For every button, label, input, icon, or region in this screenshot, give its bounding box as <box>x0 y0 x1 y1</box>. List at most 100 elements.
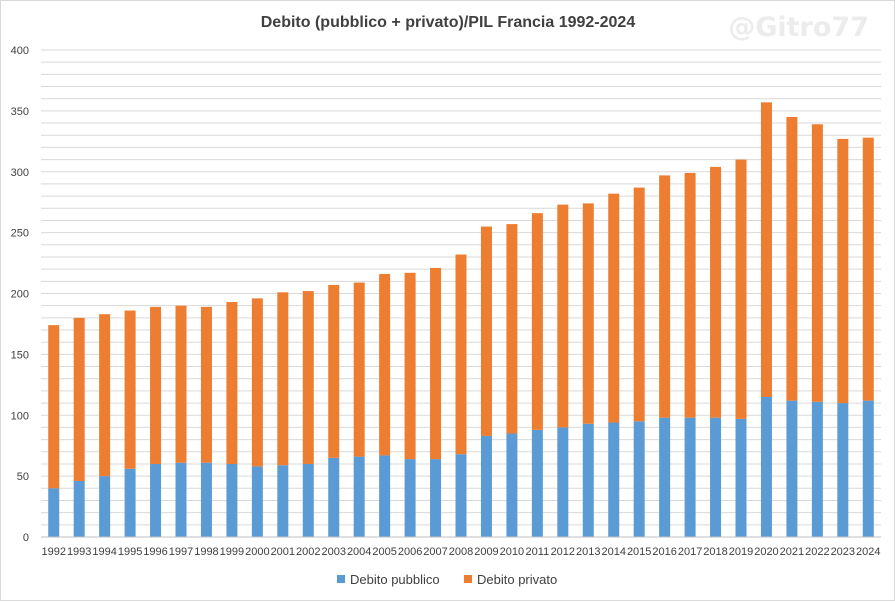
bar-debito-pubblico-2002: Debito pubblico 2002: 60 <box>302 463 314 537</box>
bar-debito-privato-1994: Debito privato 1994: 133 <box>99 314 111 477</box>
y-tick-label: 300 <box>11 167 29 179</box>
x-tick-label: 2006 <box>398 546 422 558</box>
bar-debito-pubblico-2014: Debito pubblico 2014: 94 <box>608 422 620 537</box>
x-tick-label: 1997 <box>169 546 193 558</box>
bar-debito-pubblico-2008: Debito pubblico 2008: 68 <box>455 454 467 537</box>
watermark: @Gitro77 <box>728 12 869 43</box>
bar-debito-privato-2022: Debito privato 2022: 228 <box>811 124 823 402</box>
bar-debito-pubblico-2004: Debito pubblico 2004: 66 <box>353 456 365 537</box>
x-tick-label: 1992 <box>41 546 65 558</box>
bar-debito-pubblico-2012: Debito pubblico 2012: 90 <box>557 427 569 537</box>
bar-debito-pubblico-1995: Debito pubblico 1995: 56 <box>124 468 136 537</box>
x-axis: 1992 1993 1994 1995 1996 1997 1998 1999 2000 2001… <box>41 536 881 558</box>
x-tick-label: 2018 <box>703 546 727 558</box>
bar-debito-pubblico-1997: Debito pubblico 1997: 61 <box>175 462 187 537</box>
bar-debito-pubblico-2001: Debito pubblico 2001: 59 <box>277 465 289 537</box>
legend-swatch-debito-pubblico <box>337 575 345 583</box>
bar-debito-privato-2008: Debito privato 2008: 164 <box>455 254 467 455</box>
bar-debito-pubblico-1992: Debito pubblico 1992: 40 <box>48 488 60 537</box>
bar-debito-pubblico-2021: Debito pubblico 2021: 112 <box>786 400 798 537</box>
y-tick-label: 350 <box>11 106 29 118</box>
bar-debito-pubblico-1996: Debito pubblico 1996: 60 <box>150 463 162 537</box>
legend: Debito pubblico Debito privato <box>337 572 557 587</box>
bar-debito-pubblico-2019: Debito pubblico 2019: 97 <box>735 418 747 537</box>
bar-debito-privato-2020: Debito privato 2020: 242 <box>760 102 772 397</box>
bar-debito-pubblico-2003: Debito pubblico 2003: 65 <box>328 457 340 537</box>
bar-debito-pubblico-2010: Debito pubblico 2010: 85 <box>506 433 518 537</box>
bar-debito-pubblico-2022: Debito pubblico 2022: 111 <box>811 401 823 537</box>
x-tick-label: 2001 <box>271 546 295 558</box>
bar-debito-privato-1999: Debito privato 1999: 133 <box>226 302 238 464</box>
bar-debito-privato-1996: Debito privato 1996: 129 <box>150 306 162 464</box>
legend-label-debito-privato: Debito privato <box>477 572 557 587</box>
x-tick-label: 2014 <box>601 546 625 558</box>
bar-debito-pubblico-2018: Debito pubblico 2018: 98 <box>710 417 722 537</box>
bars: Debito pubblico 1992: 40Debito privato 1… <box>48 102 874 537</box>
bar-debito-privato-2004: Debito privato 2004: 143 <box>353 282 365 457</box>
y-tick-label: 100 <box>11 410 29 422</box>
bar-debito-privato-2021: Debito privato 2021: 233 <box>786 116 798 401</box>
bar-debito-privato-2009: Debito privato 2009: 172 <box>480 226 492 436</box>
bar-debito-pubblico-2015: Debito pubblico 2015: 95 <box>633 421 645 537</box>
y-tick-label: 250 <box>11 228 29 240</box>
bar-debito-privato-1995: Debito privato 1995: 130 <box>124 310 136 469</box>
bar-debito-privato-2018: Debito privato 2018: 206 <box>710 166 722 418</box>
bar-debito-pubblico-1994: Debito pubblico 1994: 50 <box>99 476 111 537</box>
x-tick-label: 2022 <box>805 546 829 558</box>
bar-debito-pubblico-2016: Debito pubblico 2016: 98 <box>659 417 671 537</box>
bar-debito-pubblico-1993: Debito pubblico 1993: 46 <box>73 480 85 537</box>
bar-debito-privato-2003: Debito privato 2003: 142 <box>328 284 340 458</box>
bar-debito-pubblico-2020: Debito pubblico 2020: 115 <box>760 396 772 537</box>
bar-debito-privato-2005: Debito privato 2005: 149 <box>379 274 391 456</box>
y-tick-label: 0 <box>23 532 29 544</box>
bar-debito-pubblico-2000: Debito pubblico 2000: 58 <box>251 466 263 537</box>
bar-debito-privato-2023: Debito privato 2023: 217 <box>837 138 849 404</box>
bar-debito-pubblico-2017: Debito pubblico 2017: 98 <box>684 417 696 537</box>
y-tick-label: 150 <box>11 349 29 361</box>
bar-debito-privato-1993: Debito privato 1993: 134 <box>73 317 85 481</box>
y-axis: 0 50 100 150 200 250 300 350 400 <box>11 45 29 544</box>
x-tick-label: 2007 <box>423 546 447 558</box>
y-tick-label: 200 <box>11 289 29 301</box>
x-tick-label: 2023 <box>831 546 855 558</box>
bar-debito-privato-1992: Debito privato 1992: 134 <box>48 325 60 489</box>
x-tick-label: 2017 <box>678 546 702 558</box>
bar-debito-pubblico-1999: Debito pubblico 1999: 60 <box>226 463 238 537</box>
bar-debito-privato-2007: Debito privato 2007: 157 <box>430 267 442 460</box>
bar-debito-pubblico-2011: Debito pubblico 2011: 88 <box>531 429 543 537</box>
x-tick-label: 2003 <box>321 546 345 558</box>
bar-debito-pubblico-2013: Debito pubblico 2013: 93 <box>582 423 594 537</box>
bar-debito-privato-2014: Debito privato 2014: 188 <box>608 193 620 423</box>
x-tick-label: 2009 <box>474 546 498 558</box>
bar-debito-privato-2012: Debito privato 2012: 183 <box>557 204 569 428</box>
x-tick-label: 1994 <box>92 546 116 558</box>
bar-debito-pubblico-2023: Debito pubblico 2023: 110 <box>837 403 849 537</box>
x-tick-label: 2011 <box>526 546 550 558</box>
x-tick-label: 1999 <box>220 546 244 558</box>
bar-debito-privato-2001: Debito privato 2001: 142 <box>277 292 289 466</box>
bar-debito-privato-2010: Debito privato 2010: 172 <box>506 224 518 434</box>
x-tick-label: 1998 <box>194 546 218 558</box>
x-tick-label: 2020 <box>754 546 778 558</box>
x-tick-label: 2021 <box>780 546 804 558</box>
x-tick-label: 2008 <box>449 546 473 558</box>
x-tick-label: 1995 <box>118 546 142 558</box>
y-tick-label: 400 <box>11 45 29 57</box>
x-tick-label: 2000 <box>245 546 269 558</box>
bar-debito-privato-1998: Debito privato 1998: 128 <box>200 306 212 463</box>
bar-debito-pubblico-1998: Debito pubblico 1998: 61 <box>200 462 212 537</box>
bar-debito-privato-2000: Debito privato 2000: 138 <box>251 298 263 467</box>
x-tick-label: 2004 <box>347 546 371 558</box>
x-tick-label: 2002 <box>296 546 320 558</box>
chart-title: Debito (pubblico + privato)/PIL Francia … <box>261 14 636 31</box>
x-tick-label: 2016 <box>652 546 676 558</box>
bar-debito-privato-2016: Debito privato 2016: 199 <box>659 175 671 418</box>
x-tick-label: 2005 <box>372 546 396 558</box>
x-tick-label: 1996 <box>143 546 167 558</box>
bar-debito-privato-2002: Debito privato 2002: 142 <box>302 291 314 464</box>
bar-debito-pubblico-2024: Debito pubblico 2024: 112 <box>862 400 874 537</box>
bar-debito-privato-2013: Debito privato 2013: 181 <box>582 203 594 424</box>
bar-debito-privato-2015: Debito privato 2015: 192 <box>633 187 645 422</box>
